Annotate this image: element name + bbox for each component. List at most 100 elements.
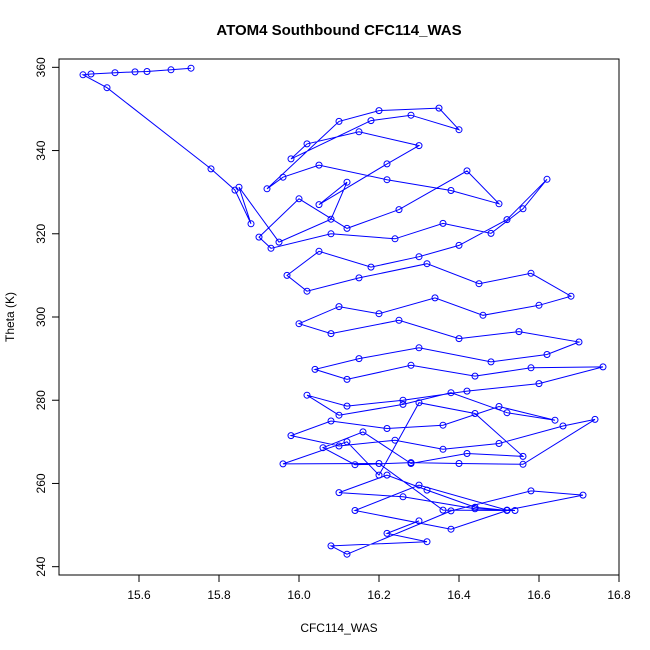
x-tick-label: 15.8 — [207, 588, 231, 602]
data-point — [375, 460, 383, 467]
data-point — [395, 316, 403, 324]
data-point — [415, 517, 423, 525]
data-point — [279, 173, 287, 181]
data-point — [579, 491, 587, 499]
data-point — [255, 233, 263, 241]
data-point — [487, 229, 495, 237]
data-point — [447, 389, 455, 397]
data-point — [275, 238, 283, 246]
data-point — [367, 263, 375, 271]
data-point — [79, 71, 87, 79]
data-point — [415, 399, 423, 407]
data-point — [559, 422, 567, 430]
data-point — [315, 161, 323, 169]
data-point — [103, 84, 111, 92]
data-point — [423, 260, 431, 268]
data-point — [407, 460, 415, 467]
data-point — [311, 365, 319, 373]
x-tick-label: 16.4 — [447, 588, 471, 602]
data-point — [519, 452, 527, 460]
data-point — [423, 486, 431, 494]
data-point — [439, 219, 447, 227]
data-point — [375, 107, 383, 115]
data-point — [475, 280, 483, 288]
data-point — [495, 403, 503, 410]
data-point — [343, 375, 351, 383]
data-point — [435, 104, 443, 112]
data-point — [343, 178, 351, 186]
data-point — [519, 205, 527, 213]
data-point — [527, 269, 535, 277]
data-point — [551, 416, 559, 424]
data-point — [463, 450, 471, 457]
data-point — [471, 410, 479, 417]
data-point — [479, 311, 487, 319]
x-tick-label: 16.8 — [607, 588, 631, 602]
data-point — [383, 529, 391, 537]
data-point — [111, 69, 119, 77]
data-point — [543, 175, 551, 183]
y-tick-label: 240 — [34, 556, 48, 576]
data-point — [415, 142, 423, 150]
data-point — [455, 241, 463, 249]
data-point — [447, 187, 455, 194]
data-point — [503, 409, 511, 417]
x-tick-label: 16.6 — [527, 588, 551, 602]
series-points-group — [79, 64, 607, 558]
data-point — [431, 294, 439, 302]
data-point — [439, 421, 447, 429]
data-point — [415, 253, 423, 261]
data-point — [383, 425, 391, 432]
data-point — [543, 351, 551, 358]
data-point — [131, 68, 139, 76]
data-point — [303, 391, 311, 399]
data-point — [519, 460, 527, 468]
data-point — [399, 400, 407, 408]
data-point — [335, 489, 343, 497]
data-point — [415, 344, 423, 352]
data-point — [375, 310, 383, 318]
data-point — [383, 160, 391, 168]
data-point — [327, 330, 335, 338]
x-axis: 15.6 15.8 16.0 16.2 16.4 16.6 16.8 — [127, 575, 631, 602]
data-point — [327, 230, 335, 238]
data-point — [527, 487, 535, 495]
y-axis: 240 260 280 300 320 340 360 — [34, 57, 59, 577]
data-point — [487, 358, 495, 366]
data-point — [447, 507, 455, 515]
data-point — [599, 363, 607, 371]
data-point — [463, 167, 471, 175]
x-tick-label: 15.6 — [127, 588, 151, 602]
y-tick-label: 300 — [34, 307, 48, 327]
data-point — [335, 303, 343, 311]
data-point — [511, 507, 519, 514]
data-point — [439, 506, 447, 514]
data-point — [455, 335, 463, 343]
data-point — [463, 387, 471, 395]
data-point — [495, 440, 503, 447]
data-point — [247, 220, 255, 228]
data-point — [351, 461, 359, 469]
data-point — [359, 428, 367, 436]
data-point — [375, 471, 383, 479]
data-point — [303, 287, 311, 295]
y-tick-label: 260 — [34, 473, 48, 493]
data-point — [327, 542, 335, 550]
data-point — [395, 206, 403, 214]
data-point — [267, 244, 275, 252]
y-tick-label: 280 — [34, 390, 48, 410]
data-point — [335, 442, 343, 450]
data-point — [535, 301, 543, 309]
data-point — [315, 247, 323, 255]
data-point — [287, 432, 295, 440]
x-tick-label: 16.2 — [367, 588, 391, 602]
data-point — [399, 493, 407, 501]
data-point — [343, 402, 351, 410]
data-point — [527, 364, 535, 372]
data-point — [591, 415, 599, 423]
data-point — [391, 235, 399, 243]
data-point — [355, 355, 363, 363]
series-line-group — [81, 67, 604, 555]
data-point — [87, 70, 95, 78]
